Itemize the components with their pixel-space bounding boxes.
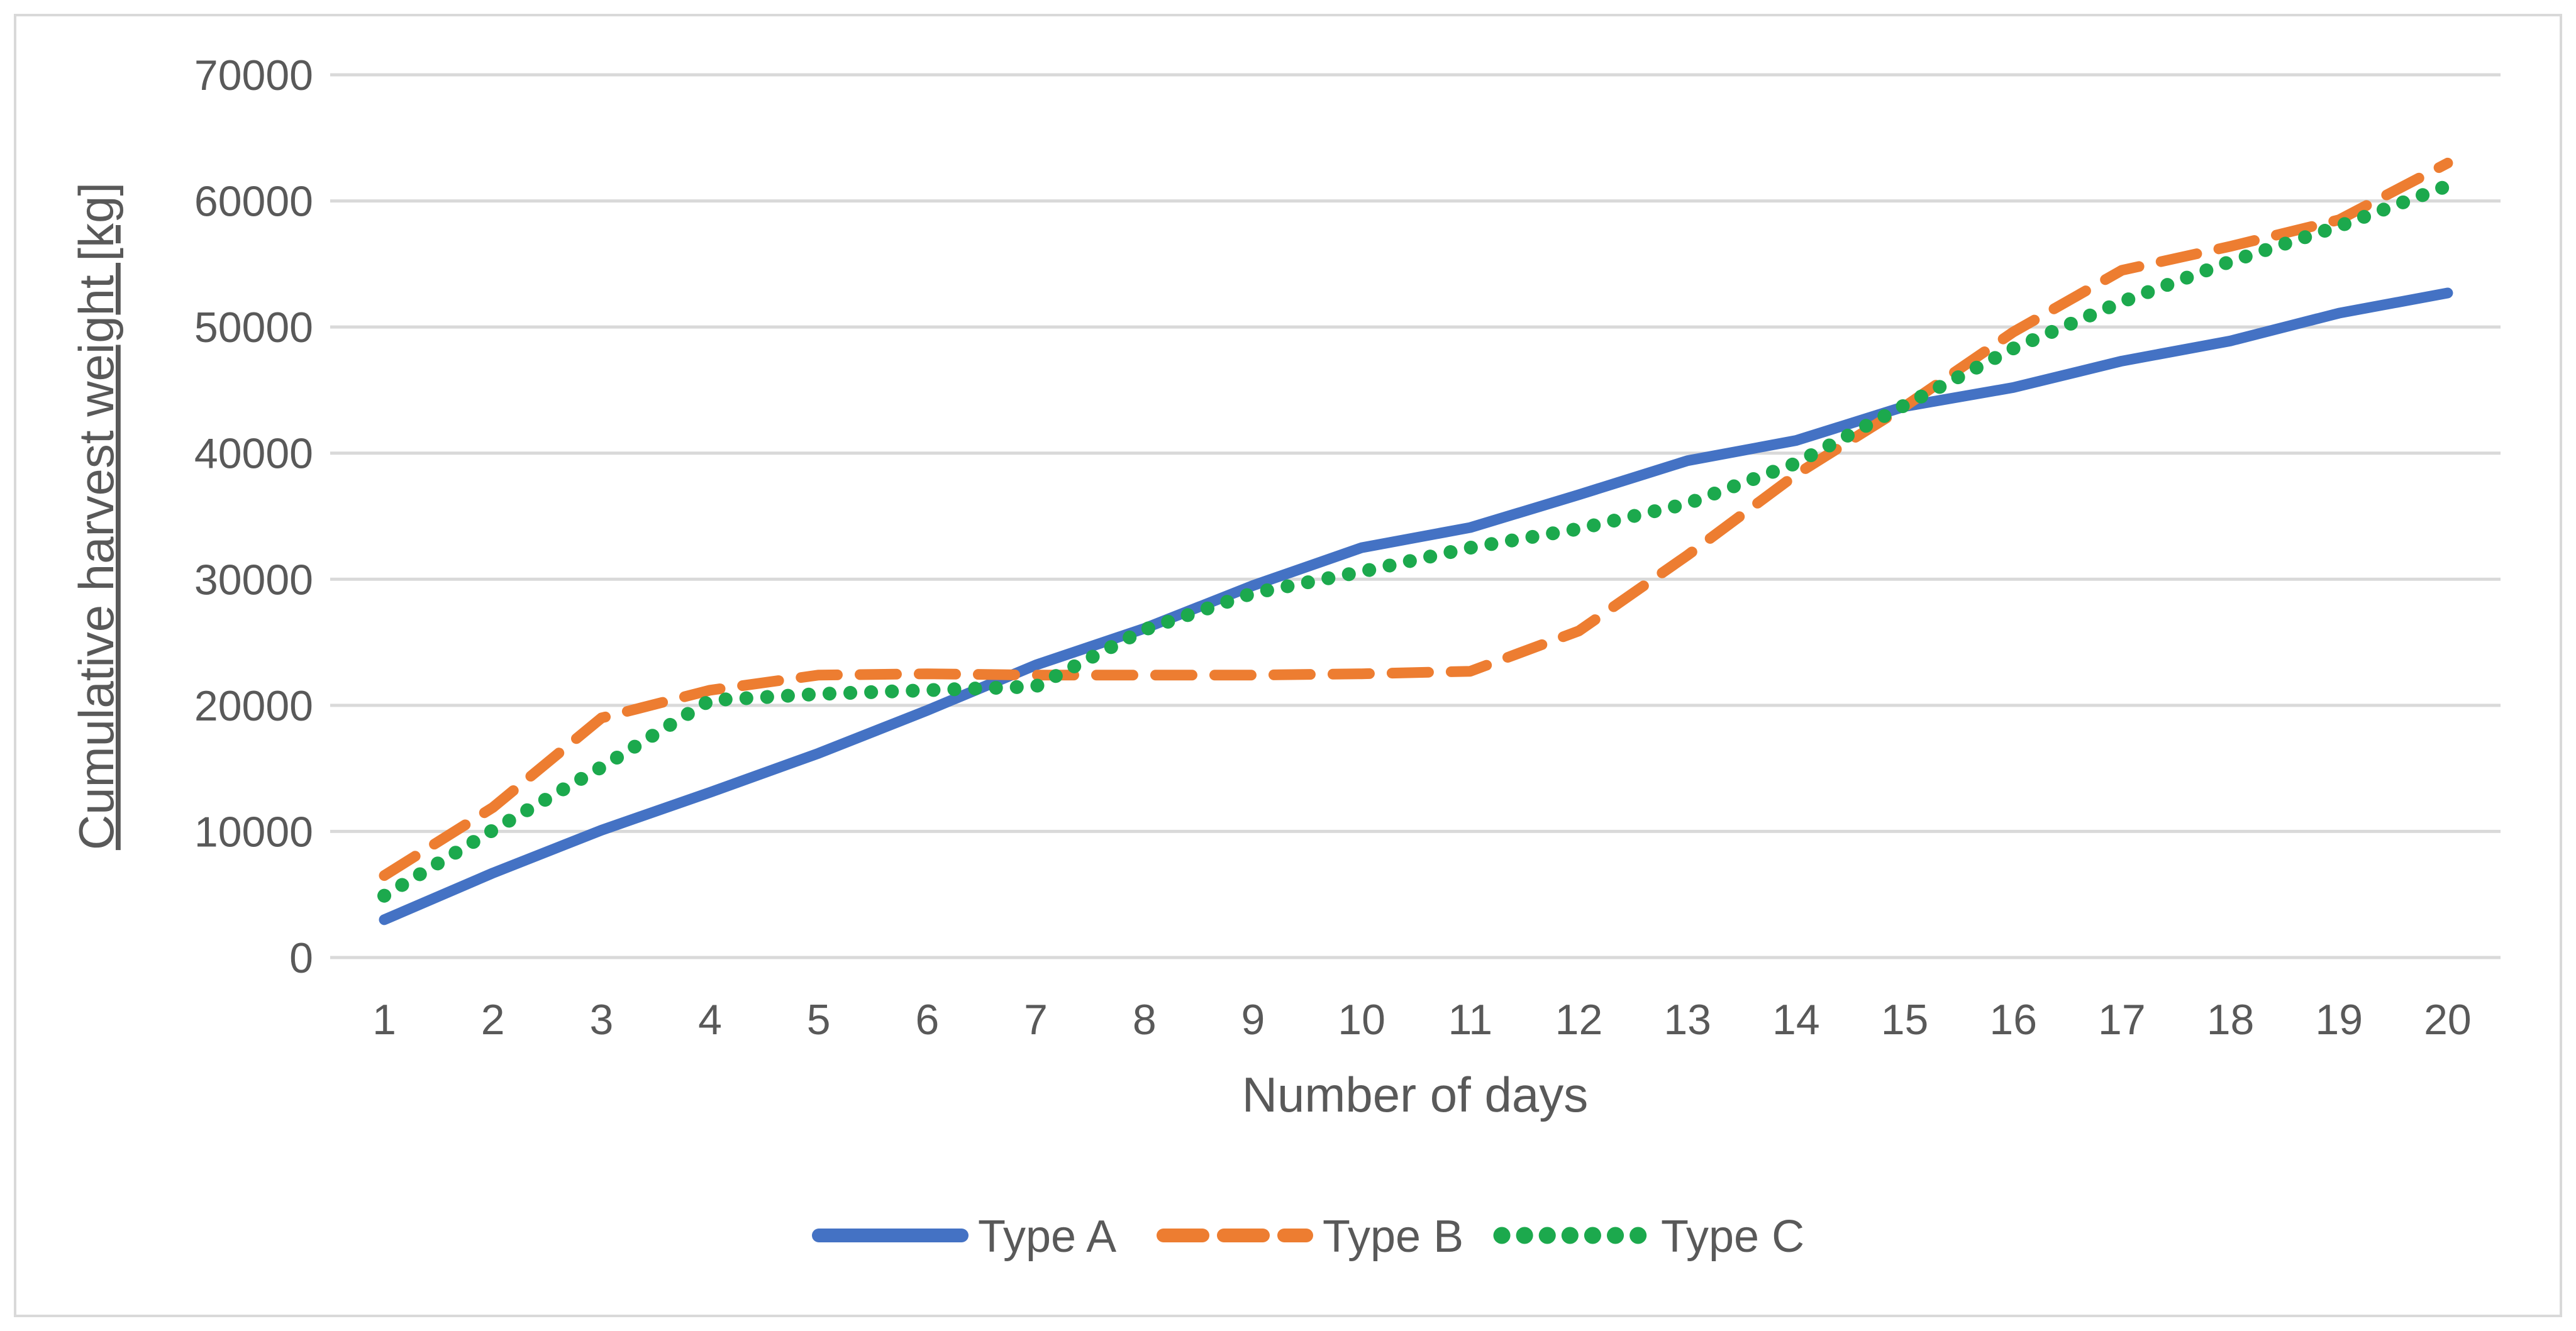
legend-label: Type A	[978, 1212, 1116, 1262]
y-tick-label: 70000	[194, 52, 313, 99]
x-tick-label: 5	[807, 996, 831, 1044]
x-tick-label: 18	[2207, 996, 2255, 1044]
y-tick-label: 30000	[194, 556, 313, 604]
x-tick-label: 7	[1024, 996, 1048, 1044]
x-tick-label: 11	[1448, 996, 1493, 1044]
x-tick-label: 16	[1989, 996, 2037, 1044]
x-tick-label: 2	[481, 996, 505, 1044]
y-axis-tick-labels: 0 10000 20000 30000 40000 50000 60000 70000	[194, 52, 313, 982]
legend-label: Type C	[1661, 1212, 1804, 1262]
x-tick-label: 6	[915, 996, 939, 1044]
x-tick-label: 17	[2098, 996, 2146, 1044]
y-tick-label: 20000	[194, 682, 313, 730]
x-tick-label: 20	[2424, 996, 2472, 1044]
series-line-type-a	[379, 287, 2453, 925]
x-tick-label: 13	[1663, 996, 1711, 1044]
x-tick-label: 4	[698, 996, 722, 1044]
x-tick-label: 8	[1133, 996, 1157, 1044]
y-axis-title: Cumulative harvest weight [kg]	[69, 182, 124, 850]
series-line-type-c	[377, 179, 2455, 903]
x-tick-label: 15	[1881, 996, 1929, 1044]
x-tick-label: 12	[1555, 996, 1603, 1044]
x-axis-tick-labels: 1 2 3 4 5 6 7 8 9 10 11 12 13 14 15 16 17 18 19 20	[372, 996, 2472, 1044]
y-tick-label: 0	[289, 934, 313, 982]
series-line-type-b	[379, 157, 2453, 881]
chart-border	[14, 14, 2562, 1317]
legend-item-type-c[interactable]: Type C	[1493, 1212, 1804, 1262]
y-tick-label: 50000	[194, 304, 313, 351]
x-tick-label: 9	[1241, 996, 1265, 1044]
y-tick-label: 10000	[194, 808, 313, 856]
x-tick-label: 10	[1338, 996, 1385, 1044]
legend-item-type-b[interactable]: Type B	[1157, 1212, 1463, 1262]
x-tick-label: 19	[2315, 996, 2363, 1044]
legend-item-type-a[interactable]: Type A	[812, 1212, 1116, 1262]
gridlines	[330, 73, 2501, 959]
y-tick-label: 60000	[194, 178, 313, 226]
x-tick-label: 14	[1772, 996, 1820, 1044]
series-lines	[377, 157, 2455, 925]
x-axis-title: Number of days	[1242, 1067, 1589, 1122]
x-tick-label: 1	[372, 996, 396, 1044]
y-tick-label: 40000	[194, 430, 313, 478]
x-tick-label: 3	[589, 996, 613, 1044]
legend: Type A Type B Type C	[812, 1212, 1804, 1262]
legend-label: Type B	[1323, 1212, 1463, 1262]
